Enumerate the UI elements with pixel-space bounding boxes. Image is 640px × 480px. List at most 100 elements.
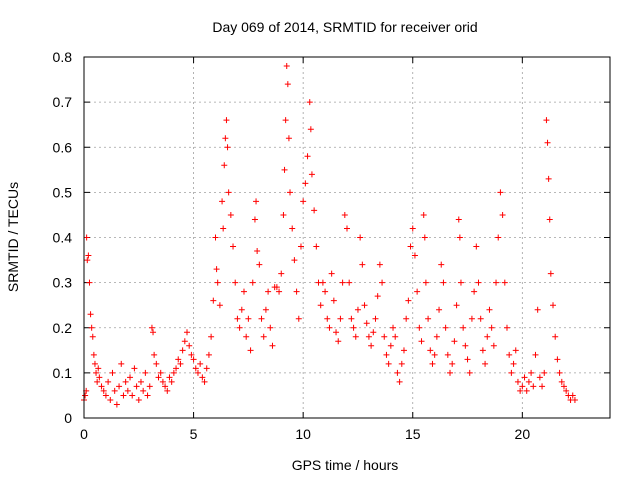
data-point: [205, 351, 212, 358]
data-point: [194, 369, 201, 376]
data-point: [113, 401, 120, 408]
data-point: [155, 374, 162, 381]
data-point: [245, 315, 252, 322]
data-point: [302, 180, 309, 187]
data-point: [153, 360, 160, 367]
data-point: [425, 315, 432, 322]
data-point: [365, 333, 372, 340]
data-point: [552, 333, 559, 340]
data-point: [396, 378, 403, 385]
data-point: [530, 383, 537, 390]
data-point: [361, 302, 368, 309]
data-point: [131, 365, 138, 372]
plot-frame: [83, 56, 611, 419]
data-point: [453, 302, 460, 309]
data-point: [175, 356, 182, 363]
data-point: [203, 365, 210, 372]
data-point: [84, 257, 91, 264]
data-point: [536, 374, 543, 381]
data-point: [363, 320, 370, 327]
data-point: [521, 374, 528, 381]
data-point: [433, 333, 440, 340]
data-point: [144, 392, 151, 399]
data-point: [449, 360, 456, 367]
data-point: [221, 162, 228, 169]
data-point: [317, 302, 324, 309]
data-point: [436, 306, 443, 313]
chart-title: Day 069 of 2014, SRMTID for receiver ori…: [212, 19, 477, 35]
data-point: [107, 396, 114, 403]
data-point: [544, 139, 551, 146]
data-point: [146, 383, 153, 390]
data-point: [466, 369, 473, 376]
data-point: [523, 387, 530, 394]
data-point: [484, 333, 491, 340]
data-point: [456, 234, 463, 241]
data-point: [411, 252, 418, 259]
data-point: [372, 315, 379, 322]
data-point: [495, 234, 502, 241]
data-point: [247, 347, 254, 354]
data-point: [311, 207, 318, 214]
data-point: [93, 369, 100, 376]
data-point: [385, 360, 392, 367]
data-point: [118, 360, 125, 367]
data-point: [151, 351, 158, 358]
data-point: [546, 216, 553, 223]
data-point: [105, 378, 112, 385]
data-point: [571, 396, 578, 403]
data-point: [225, 189, 232, 196]
data-point: [497, 189, 504, 196]
data-point: [285, 135, 292, 142]
x-tick-label: 0: [80, 426, 88, 442]
data-point: [357, 234, 364, 241]
data-point: [280, 211, 287, 218]
data-point: [295, 315, 302, 322]
data-point: [186, 342, 193, 349]
data-point: [148, 324, 155, 331]
data-point: [510, 360, 517, 367]
data-point: [289, 225, 296, 232]
data-point: [418, 338, 425, 345]
data-point: [236, 324, 243, 331]
data-point: [166, 374, 173, 381]
tick-labels: 0 5 10 15 20 0 0.1 0.2 0.3 0.4 0.5 0.6 0.7 0.8: [53, 49, 531, 442]
data-point: [251, 216, 258, 223]
data-point: [83, 234, 90, 241]
data-point: [307, 126, 314, 133]
data-point: [181, 338, 188, 345]
data-point: [278, 270, 285, 277]
data-point: [341, 211, 348, 218]
data-point: [543, 117, 550, 124]
data-point: [326, 324, 333, 331]
data-point: [506, 351, 513, 358]
data-point: [442, 324, 449, 331]
data-point: [563, 387, 570, 394]
data-point: [283, 63, 290, 70]
data-point: [339, 279, 346, 286]
data-point: [387, 342, 394, 349]
data-point: [333, 329, 340, 336]
x-tick-label: 20: [515, 426, 531, 442]
data-point: [197, 360, 204, 367]
data-point: [86, 279, 93, 286]
data-point: [508, 369, 515, 376]
data-point: [240, 288, 247, 295]
data-point: [199, 374, 206, 381]
data-point: [451, 338, 458, 345]
data-point: [308, 171, 315, 178]
y-tick-label: 0.8: [53, 49, 73, 65]
data-point: [528, 369, 535, 376]
data-point: [173, 365, 180, 372]
data-point: [383, 351, 390, 358]
data-point: [457, 279, 464, 286]
y-tick-label: 0.4: [53, 230, 73, 246]
data-point: [256, 261, 263, 268]
y-tick-label: 0.7: [53, 94, 73, 110]
data-point: [486, 306, 493, 313]
data-point: [267, 324, 274, 331]
data-point: [471, 288, 478, 295]
data-point: [94, 378, 101, 385]
